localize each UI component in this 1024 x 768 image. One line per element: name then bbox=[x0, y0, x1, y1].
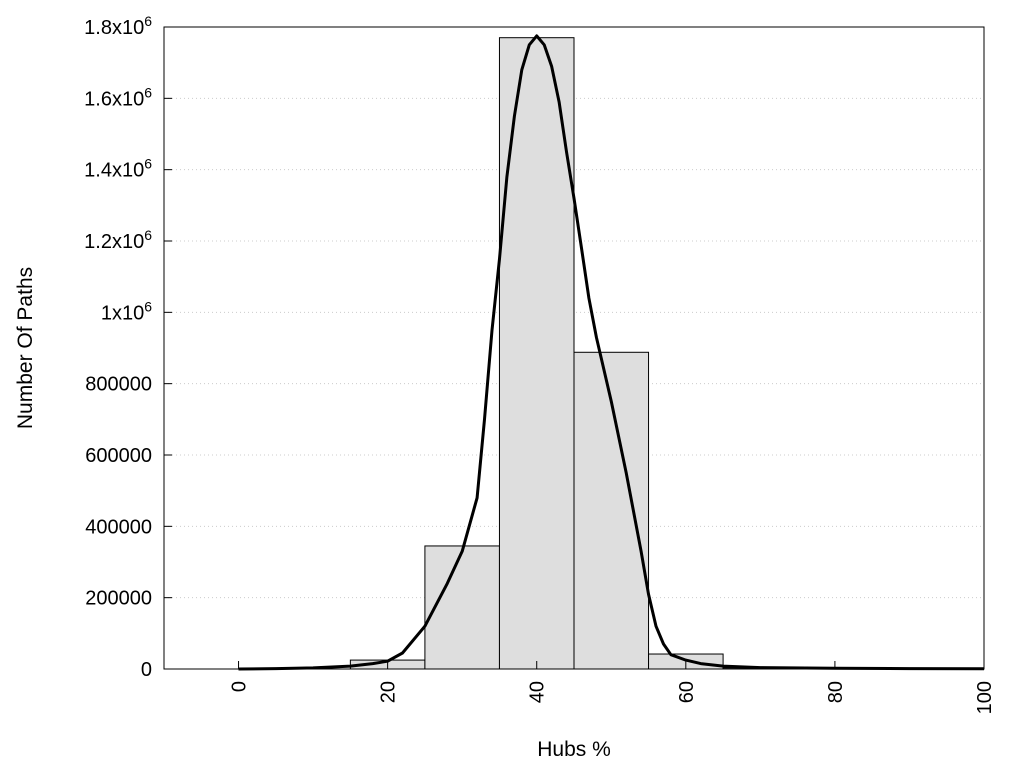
y-tick-label: 200000 bbox=[85, 588, 152, 610]
y-tick-label: 1.6x106 bbox=[84, 84, 152, 110]
fit-curve bbox=[238, 34, 985, 671]
x-axis-ticks: 0 20 40 60 80 100 bbox=[229, 661, 996, 714]
y-tick-label: 800000 bbox=[85, 374, 152, 396]
y-tick-exponent: 6 bbox=[144, 156, 152, 172]
y-tick-label: 1.2x106 bbox=[84, 227, 152, 253]
x-tick-label: 40 bbox=[527, 681, 549, 703]
y-tick-label: 1x106 bbox=[101, 298, 152, 324]
y-axis-title: Number Of Paths bbox=[14, 267, 37, 429]
y-axis-ticks: 0 200000 400000 600000 800000 1x106 1.2x106 1.4… bbox=[84, 13, 172, 681]
y-tick-exponent: 6 bbox=[144, 84, 152, 100]
x-axis-title: Hubs % bbox=[537, 738, 611, 761]
y-tick-label: 600000 bbox=[85, 445, 152, 467]
y-tick-label: 1.8x106 bbox=[84, 13, 152, 39]
x-tick-label: 60 bbox=[676, 681, 698, 703]
y-tick-label: 400000 bbox=[85, 516, 152, 538]
y-tick-label: 0 bbox=[141, 659, 152, 681]
x-tick-label: 100 bbox=[974, 681, 996, 714]
histogram-bars bbox=[349, 37, 799, 670]
x-tick-label: 0 bbox=[229, 681, 251, 692]
y-tick-exponent: 6 bbox=[144, 298, 152, 314]
x-tick-label: 80 bbox=[825, 681, 847, 703]
plot-frame bbox=[163, 26, 985, 670]
fit-curve-layer bbox=[238, 34, 985, 671]
histogram-bar bbox=[424, 545, 500, 670]
grid-lines bbox=[164, 97, 984, 599]
x-tick-label: 20 bbox=[378, 681, 400, 703]
y-tick-exponent: 6 bbox=[144, 227, 152, 243]
y-tick-exponent: 6 bbox=[144, 13, 152, 29]
y-tick-label: 1.4x106 bbox=[84, 156, 152, 182]
